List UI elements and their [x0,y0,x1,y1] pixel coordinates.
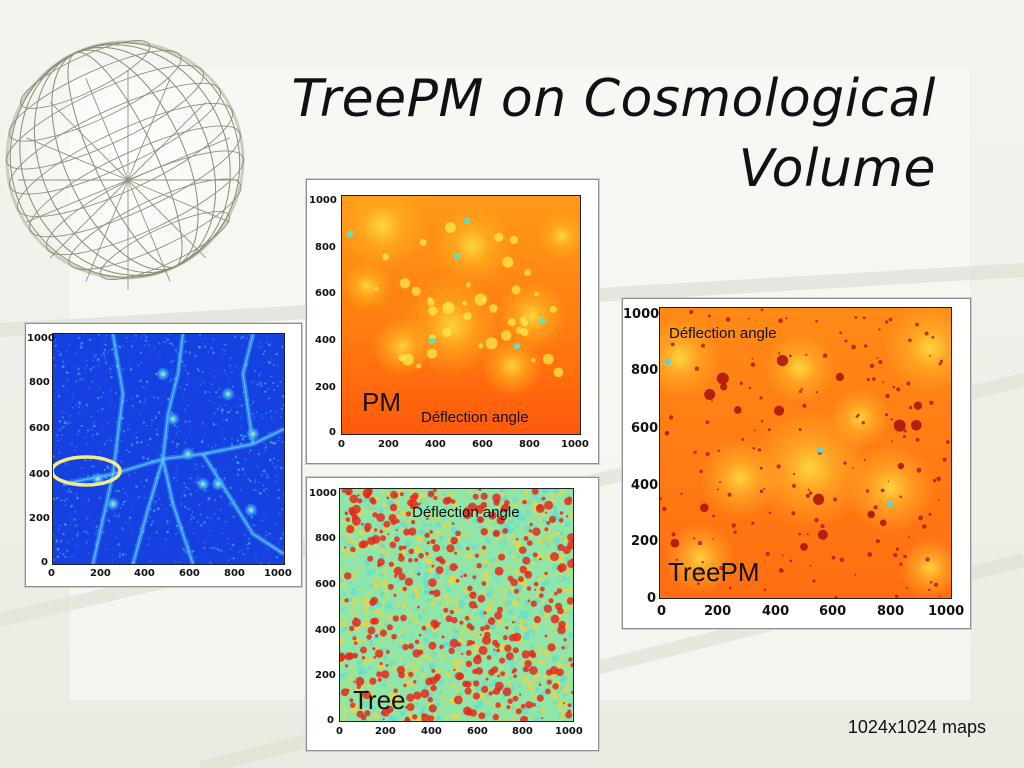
density-map-panel: 0 200 400 600 800 1000 1000 800 600 400 … [25,323,302,587]
treepm-x-tick: 800 [877,604,905,619]
tree-y-tick: 600 [315,579,336,590]
density-x-tick: 800 [224,568,245,579]
tree-y-tick: 800 [315,533,336,544]
pm-map-canvas [342,196,580,434]
tree-y-tick: 200 [315,670,336,681]
density-x-tick: 0 [48,568,55,579]
tree-x-tick: 1000 [555,726,583,737]
pm-y-tick: 600 [315,288,336,299]
pm-x-tick: 400 [425,439,446,450]
tree-y-tick: 1000 [309,488,337,499]
treepm-x-tick: 400 [762,604,790,619]
pm-x-tick: 200 [378,439,399,450]
treepm-y-tick: 800 [631,363,659,378]
density-y-tick: 800 [29,377,50,388]
density-y-tick: 200 [29,513,50,524]
treepm-x-tick: 1000 [928,604,965,619]
tree-map-panel: Déflection angle Tree 0 200 400 600 800 … [306,477,599,751]
pm-y-tick: 400 [315,335,336,346]
tree-x-tick: 800 [512,726,533,737]
treepm-x-tick: 600 [819,604,847,619]
pm-y-tick: 800 [315,242,336,253]
density-map-image [52,333,285,565]
treepm-x-tick: 0 [657,604,667,619]
treepm-map-image [659,307,952,599]
treepm-map-panel: Déflection angle TreePM 0 200 400 600 80… [622,298,971,629]
pm-label: PM [362,387,401,417]
tree-map-image [339,488,574,722]
treepm-x-tick: 200 [704,604,732,619]
density-map-canvas [53,334,284,564]
treepm-label: TreePM [668,557,760,587]
tree-x-tick: 400 [421,726,442,737]
treepm-y-tick: 1000 [623,307,660,322]
treepm-y-tick: 400 [631,478,659,493]
density-y-tick: 600 [29,423,50,434]
slide-title: TreePM on Cosmological Volume [236,64,936,204]
density-x-tick: 1000 [264,568,292,579]
density-x-tick: 200 [90,568,111,579]
treepm-map-canvas [660,308,951,598]
pm-x-tick: 800 [519,439,540,450]
pm-map-panel: PM Déflection angle 0 200 400 600 800 10… [306,179,599,464]
density-x-tick: 400 [134,568,155,579]
pm-deflection-label: Déflection angle [421,409,529,426]
treepm-y-tick: 200 [631,534,659,549]
treepm-y-tick: 0 [647,591,657,606]
tree-map-canvas [340,489,573,721]
tree-x-tick: 200 [375,726,396,737]
pm-map-image [341,195,581,435]
pm-y-tick: 0 [329,427,336,438]
treepm-y-tick: 600 [631,421,659,436]
tree-y-tick: 400 [315,625,336,636]
pm-y-tick: 200 [315,382,336,393]
pm-y-tick: 1000 [309,195,337,206]
treepm-deflection-label: Déflection angle [669,325,777,342]
density-x-tick: 600 [179,568,200,579]
title-line-2: Volume [738,139,936,199]
footer-note: 1024x1024 maps [847,717,986,737]
density-y-tick: 400 [29,469,50,480]
density-y-tick: 1000 [27,333,55,344]
globe-icon [0,30,255,290]
pm-x-tick: 1000 [561,439,589,450]
tree-label: Tree [353,685,406,715]
pm-x-tick: 600 [472,439,493,450]
tree-x-tick: 0 [336,726,343,737]
density-y-tick: 0 [41,557,48,568]
tree-x-tick: 600 [467,726,488,737]
tree-deflection-label: Déflection angle [412,504,520,521]
pm-x-tick: 0 [338,439,345,450]
tree-y-tick: 0 [327,715,334,726]
title-line-1: TreePM on Cosmological [291,69,936,129]
